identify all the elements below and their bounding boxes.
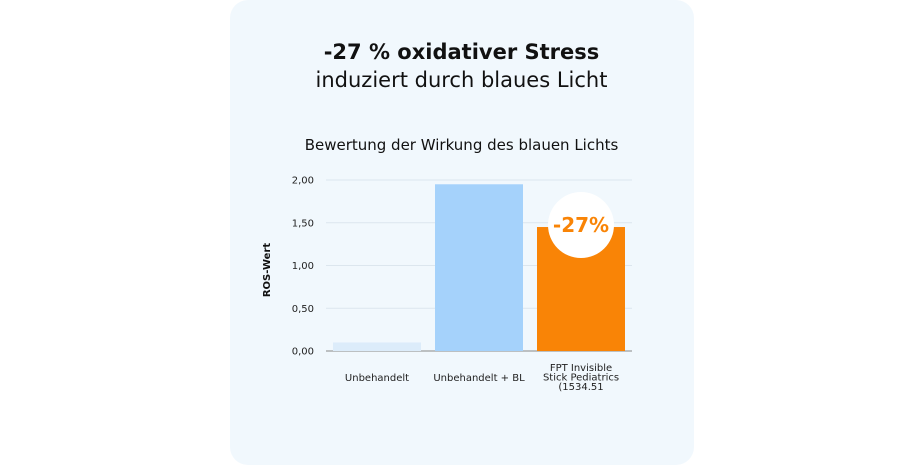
headline-line-1: -27 % oxidativer Stress	[323, 40, 600, 64]
headline-line-2: induziert durch blaues Licht	[315, 68, 608, 92]
y-tick-label: 2,00	[292, 176, 314, 187]
y-tick-label: 1,50	[292, 218, 314, 229]
bar	[333, 342, 421, 351]
bar	[435, 184, 523, 351]
y-axis-label: ROS-Wert	[262, 243, 273, 297]
x-tick-label: Unbehandelt + BL	[433, 373, 525, 384]
x-tick-label: FPT Invisible Stick Pediatrics (1534.51	[543, 363, 619, 393]
y-tick-label: 0,00	[292, 347, 314, 358]
y-tick-label: 0,50	[292, 304, 314, 315]
chart-title: Bewertung der Wirkung des blauen Lichts	[304, 136, 619, 154]
y-tick-label: 1,00	[292, 261, 314, 272]
annotation-badge	[548, 192, 614, 259]
x-tick-label: Unbehandelt	[345, 373, 409, 384]
annotation-label: -27%	[553, 213, 609, 237]
headline: -27 % oxidativer Stress induziert durch …	[0, 38, 923, 94]
